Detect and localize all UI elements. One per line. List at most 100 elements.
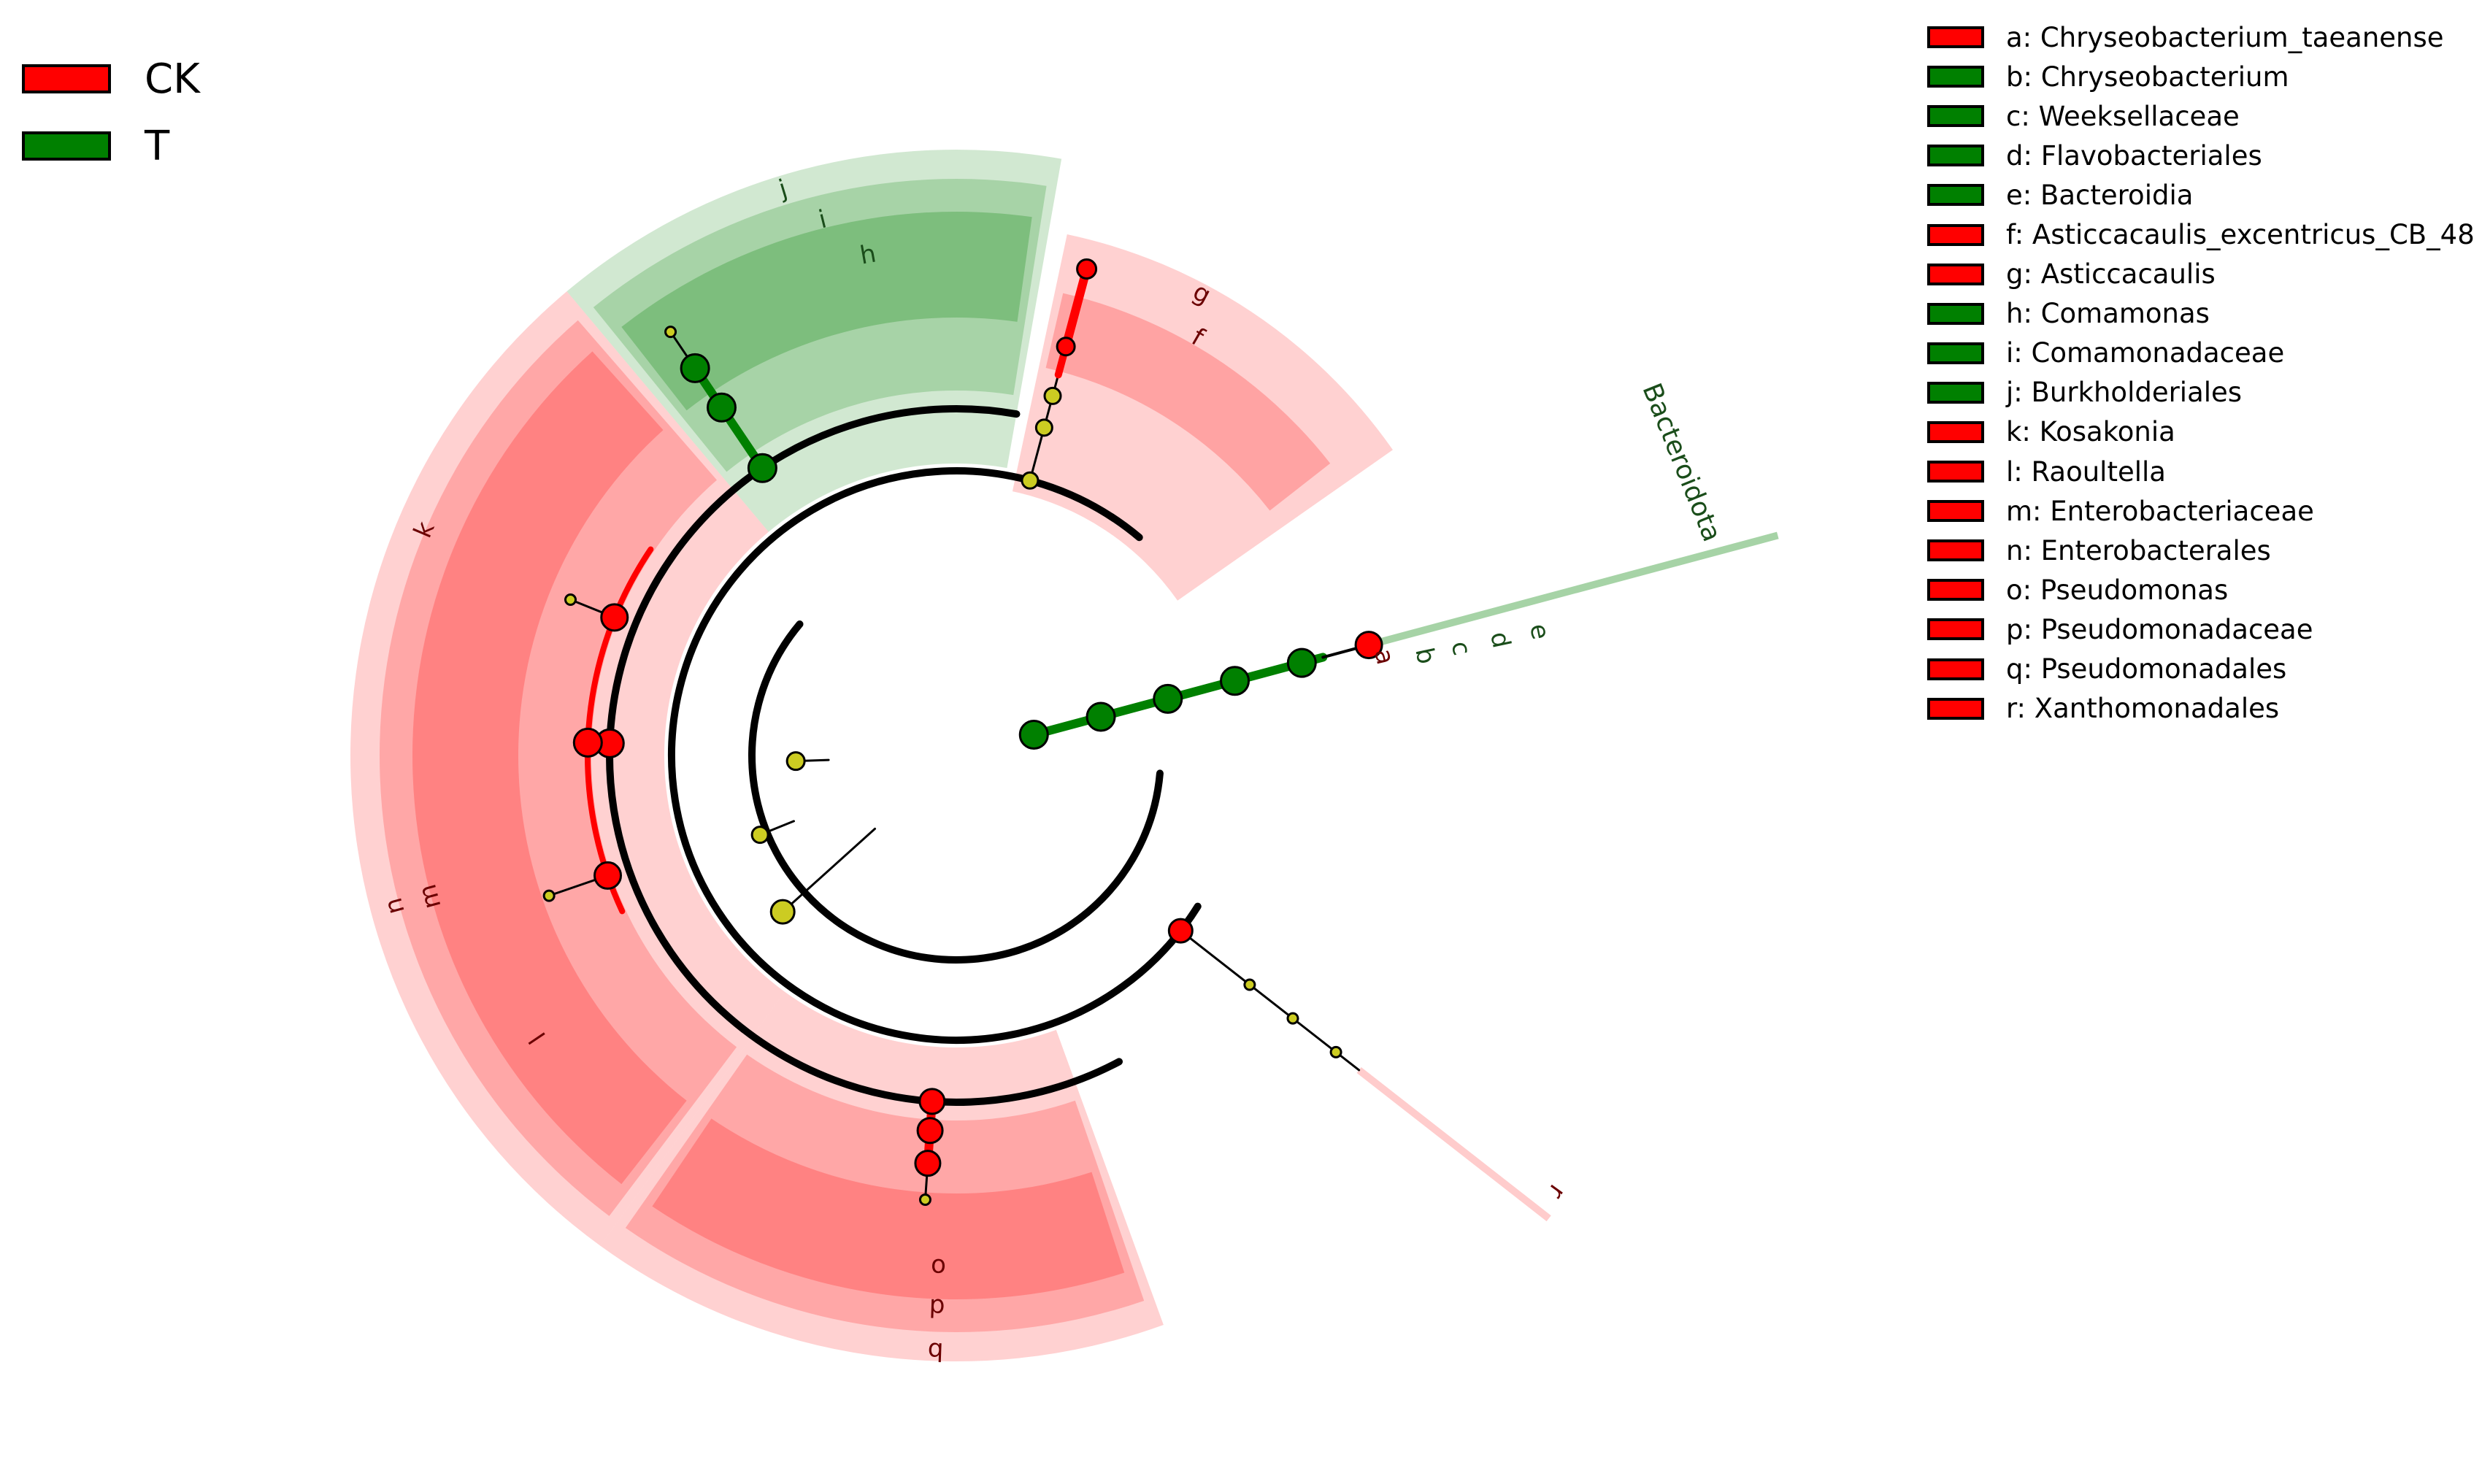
node-asticcacaulis bbox=[1056, 337, 1076, 357]
node-l-tip bbox=[542, 889, 556, 902]
taxon-swatch-j bbox=[1927, 381, 1984, 404]
taxon-legend-item-h: h: Comamonas bbox=[1927, 294, 2475, 334]
xanthomonadales-highlight bbox=[1356, 1067, 1551, 1222]
taxon-legend-item-d: d: Flavobacteriales bbox=[1927, 136, 2475, 175]
node-inner-leaf-2 bbox=[750, 826, 769, 845]
taxon-swatch-a bbox=[1927, 26, 1984, 49]
taxon-label-a: a: Chryseobacterium_taeanense bbox=[2006, 21, 2444, 53]
taxon-label-h: h: Comamonas bbox=[2006, 298, 2210, 330]
sector-label-r-17: r bbox=[1542, 1179, 1572, 1204]
branch-inner-leaf-3 bbox=[781, 827, 877, 913]
sector-comamonas bbox=[621, 212, 1032, 411]
group-legend-t: T bbox=[22, 112, 200, 180]
taxon-legend-item-j: j: Burkholderiales bbox=[1927, 373, 2475, 412]
node-alphaproteobacteria bbox=[1021, 471, 1040, 490]
sector-label-d-10: d bbox=[929, 1293, 945, 1323]
node-burkholderiales bbox=[747, 453, 777, 483]
sector-enterobacterales bbox=[350, 291, 785, 1246]
taxon-swatch-o bbox=[1927, 579, 1984, 601]
bacteroidota-highlight bbox=[1361, 531, 1779, 651]
sector-label-d-15: d bbox=[1484, 629, 1516, 650]
taxon-swatch-g bbox=[1927, 263, 1984, 285]
taxon-label-f: f: Asticcacaulis_excentricus_CB_48 bbox=[2006, 219, 2475, 251]
node-inner-leaf-3 bbox=[769, 899, 796, 925]
node-comamonadaceae bbox=[706, 392, 737, 423]
node-o-tip bbox=[918, 1193, 931, 1207]
node-comamonas bbox=[680, 353, 710, 383]
node-flavobacteriales bbox=[1153, 683, 1183, 714]
taxon-legend-item-l: l: Raoultella bbox=[1927, 452, 2475, 491]
taxon-swatch-b bbox=[1927, 66, 1984, 88]
group-label-ck: CK bbox=[145, 55, 200, 103]
sector-label-c-14: c bbox=[1445, 639, 1477, 658]
taxon-label-e: e: Bacteroidia bbox=[2006, 179, 2194, 211]
sector-burkholderiales bbox=[566, 149, 1062, 532]
taxon-swatch-f bbox=[1927, 223, 1984, 246]
group-label-t: T bbox=[145, 122, 170, 170]
node-chryseobacterium bbox=[1286, 647, 1317, 678]
sector-label-o-9: o bbox=[930, 1253, 946, 1283]
sector-pseudomonas bbox=[652, 1118, 1125, 1299]
node-xanth-2 bbox=[1286, 1012, 1299, 1025]
sector-label-b-13: b bbox=[1409, 645, 1441, 666]
taxon-label-o: o: Pseudomonas bbox=[2006, 574, 2229, 606]
taxon-legend-item-p: p: Pseudomonadaceae bbox=[1927, 610, 2475, 649]
taxon-legend-item-g: g: Asticcacaulis bbox=[1927, 255, 2475, 294]
tree-nodes bbox=[542, 258, 1383, 1207]
taxon-swatch-m bbox=[1927, 500, 1984, 523]
highlight-sectors bbox=[350, 149, 1779, 1361]
taxon-swatch-p bbox=[1927, 618, 1984, 641]
taxon-legend-item-n: n: Enterobacterales bbox=[1927, 531, 2475, 570]
taxon-legend-item-m: m: Enterobacteriaceae bbox=[1927, 491, 2475, 531]
taxon-swatch-l bbox=[1927, 461, 1984, 483]
ring-arc-outer bbox=[606, 405, 1123, 1106]
taxon-swatch-h bbox=[1927, 302, 1984, 325]
taxon-legend-item-b: b: Chryseobacterium bbox=[1927, 57, 2475, 96]
group-swatch-t bbox=[22, 131, 111, 161]
arc-enterobacteriaceae bbox=[585, 546, 654, 915]
taxon-label-r: r: Xanthomonadales bbox=[2006, 693, 2280, 725]
ring-arc-inner bbox=[748, 620, 1164, 964]
sector-pseudomonadales bbox=[600, 991, 1164, 1361]
taxon-legend: a: Chryseobacterium_taeanense b: Chryseob… bbox=[1927, 18, 2475, 728]
sector-caulobacterales bbox=[1012, 234, 1393, 601]
node-bacteroidia bbox=[1086, 701, 1116, 732]
node-h-tip bbox=[664, 326, 677, 339]
node-raoultella bbox=[593, 861, 623, 890]
taxon-legend-item-e: e: Bacteroidia bbox=[1927, 175, 2475, 215]
node-xanth-3 bbox=[1329, 1045, 1342, 1058]
phylum-label-bacteroidota: Bacteroidota bbox=[1636, 379, 1726, 546]
branch-xanthomonadales bbox=[1179, 929, 1361, 1072]
taxon-label-c: c: Weeksellaceae bbox=[2006, 100, 2240, 132]
node-weeksellaceae bbox=[1220, 666, 1250, 696]
taxon-label-k: k: Kosakonia bbox=[2006, 416, 2175, 448]
taxon-legend-item-r: r: Xanthomonadales bbox=[1927, 689, 2475, 728]
sector-label-b-11: b bbox=[927, 1337, 944, 1366]
taxon-swatch-r bbox=[1927, 697, 1984, 720]
node-alpha-family bbox=[1043, 386, 1062, 405]
node-pseudomonadales bbox=[918, 1088, 946, 1115]
node-asticcacaulis-excentricus bbox=[1076, 258, 1098, 280]
taxon-label-b: b: Chryseobacterium bbox=[2006, 61, 2289, 93]
taxon-swatch-d bbox=[1927, 145, 1984, 167]
sector-label-e-16: e bbox=[1524, 621, 1555, 642]
node-kosakonia bbox=[600, 603, 629, 632]
taxon-legend-item-o: o: Pseudomonas bbox=[1927, 570, 2475, 610]
taxon-swatch-e bbox=[1927, 184, 1984, 207]
taxon-label-j: j: Burkholderiales bbox=[2006, 377, 2243, 409]
taxon-legend-item-f: f: Asticcacaulis_excentricus_CB_48 bbox=[1927, 215, 2475, 254]
node-alpha-order bbox=[1034, 418, 1053, 437]
node-xanthomonadales bbox=[1167, 918, 1194, 944]
sector-pseudomonadaceae bbox=[625, 1054, 1145, 1332]
taxon-label-g: g: Asticcacaulis bbox=[2006, 258, 2216, 291]
taxon-legend-item-i: i: Comamonadaceae bbox=[1927, 334, 2475, 373]
group-legend: CK T bbox=[22, 45, 200, 180]
sector-enterobacteriaceae bbox=[380, 320, 737, 1216]
node-xanth-1 bbox=[1243, 978, 1256, 991]
taxon-label-q: q: Pseudomonadales bbox=[2006, 653, 2287, 685]
node-enterobacteriaceae bbox=[572, 727, 603, 758]
taxon-label-m: m: Enterobacteriaceae bbox=[2006, 495, 2314, 527]
ring-arc-middle bbox=[668, 467, 1202, 1044]
node-k-tip bbox=[564, 593, 577, 606]
